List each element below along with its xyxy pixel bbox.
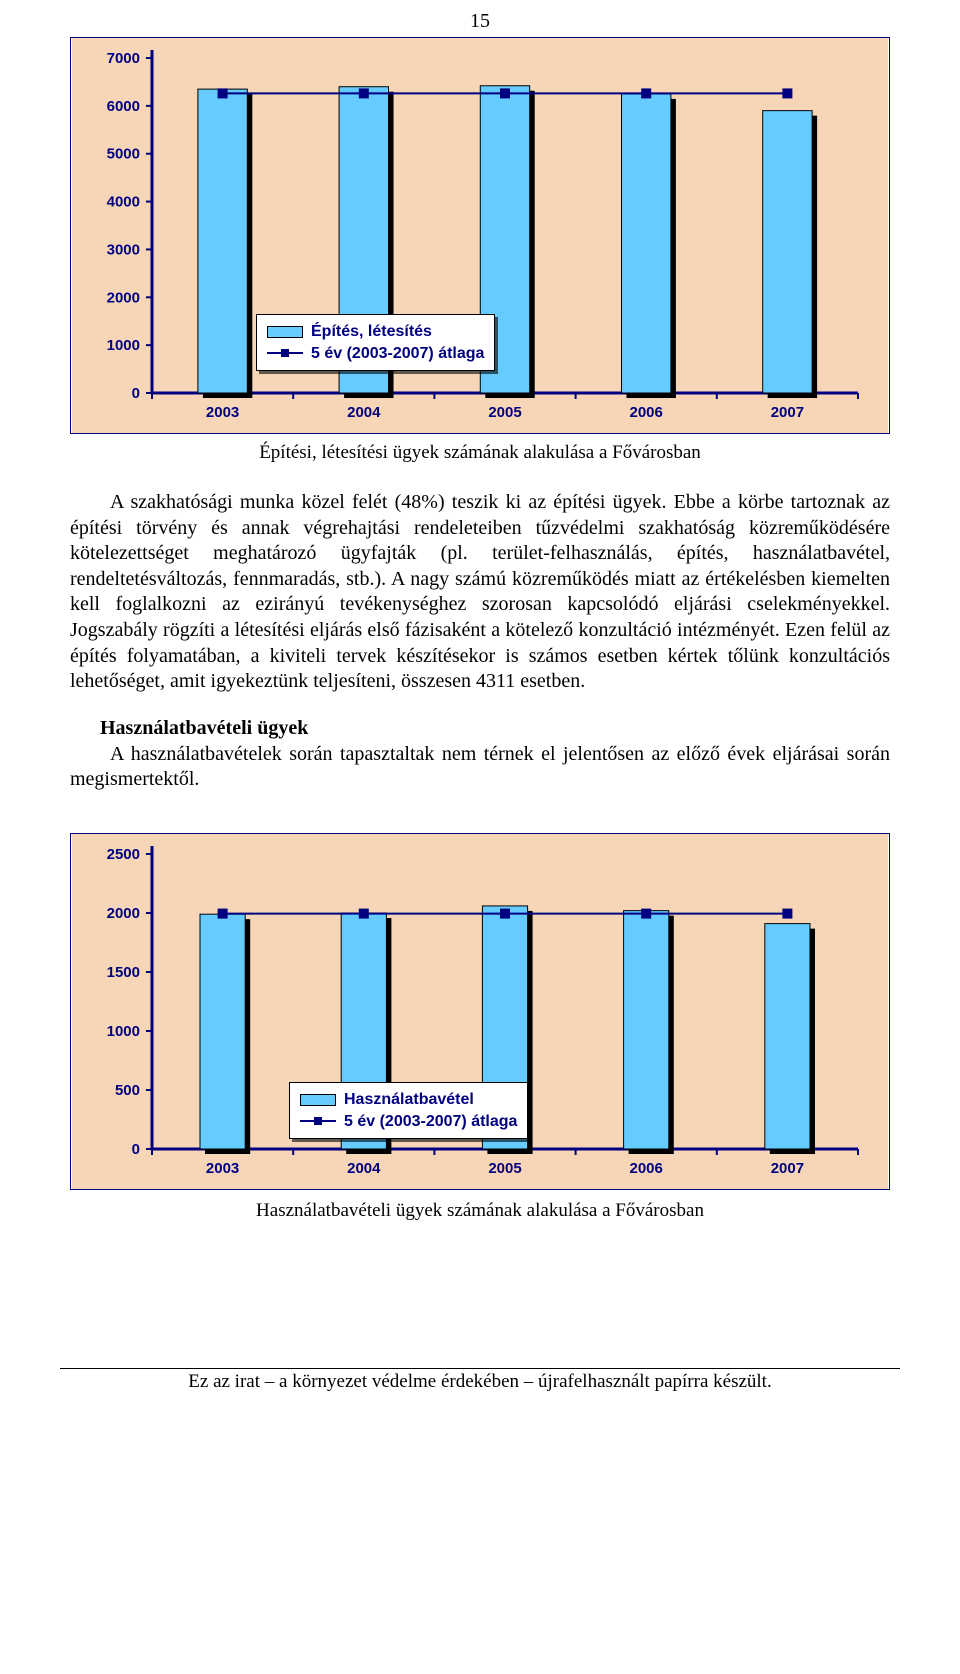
legend-line-swatch bbox=[300, 1120, 336, 1122]
svg-text:2004: 2004 bbox=[347, 404, 381, 421]
chart1-caption: Építési, létesítési ügyek számának alaku… bbox=[70, 442, 890, 464]
svg-text:2004: 2004 bbox=[347, 1160, 381, 1177]
svg-text:2000: 2000 bbox=[107, 905, 140, 922]
legend-series2: 5 év (2003-2007) átlaga bbox=[344, 1111, 517, 1133]
chart2-frame: 0 500 1000 1500 2000 2500 2003 2004 2005 2006 2007… bbox=[70, 833, 890, 1190]
svg-text:2006: 2006 bbox=[630, 1160, 663, 1177]
svg-text:1000: 1000 bbox=[107, 337, 140, 354]
page-number: 15 bbox=[70, 10, 890, 33]
svg-text:7000: 7000 bbox=[107, 50, 140, 67]
legend-line-swatch bbox=[267, 352, 303, 354]
legend-series1: Használatbavétel bbox=[344, 1089, 474, 1111]
chart2-legend: Használatbavétel 5 év (2003-2007) átlaga bbox=[289, 1082, 528, 1139]
chart1-legend: Építés, létesítés 5 év (2003-2007) átlag… bbox=[256, 314, 495, 371]
svg-text:4000: 4000 bbox=[107, 194, 140, 211]
chart1-frame: 0 1000 2000 3000 4000 5000 6000 7000 2003 2004 200… bbox=[70, 37, 890, 434]
svg-text:1000: 1000 bbox=[107, 1023, 140, 1040]
svg-text:5000: 5000 bbox=[107, 146, 140, 163]
svg-text:2007: 2007 bbox=[771, 1160, 804, 1177]
chart1-svg: 0 1000 2000 3000 4000 5000 6000 7000 2003 2004 200… bbox=[71, 38, 889, 433]
svg-text:2006: 2006 bbox=[630, 404, 663, 421]
svg-text:500: 500 bbox=[115, 1082, 140, 1099]
section-head: Használatbavételi ügyek bbox=[100, 717, 890, 740]
svg-text:2003: 2003 bbox=[206, 404, 239, 421]
svg-text:3000: 3000 bbox=[107, 241, 140, 258]
footer-text: Ez az irat – a környezet védelme érdekéb… bbox=[0, 1371, 960, 1393]
svg-text:2005: 2005 bbox=[488, 404, 521, 421]
svg-text:1500: 1500 bbox=[107, 964, 140, 981]
svg-text:2007: 2007 bbox=[771, 404, 804, 421]
legend-bar-swatch bbox=[300, 1094, 336, 1106]
legend-series2: 5 év (2003-2007) átlaga bbox=[311, 343, 484, 365]
legend-bar-swatch bbox=[267, 326, 303, 338]
svg-text:2500: 2500 bbox=[107, 846, 140, 863]
svg-text:2005: 2005 bbox=[488, 1160, 521, 1177]
svg-text:6000: 6000 bbox=[107, 98, 140, 115]
paragraph1: A szakhatósági munka közel felét (48%) t… bbox=[70, 490, 890, 695]
footer-rule bbox=[60, 1368, 900, 1369]
svg-text:0: 0 bbox=[132, 1141, 140, 1158]
svg-text:2000: 2000 bbox=[107, 289, 140, 306]
chart2-caption: Használatbavételi ügyek számának alakulá… bbox=[70, 1200, 890, 1222]
svg-text:2003: 2003 bbox=[206, 1160, 239, 1177]
legend-series1: Építés, létesítés bbox=[311, 321, 432, 343]
paragraph2: A használatbavételek során tapasztaltak … bbox=[70, 742, 890, 793]
svg-text:0: 0 bbox=[132, 385, 140, 402]
